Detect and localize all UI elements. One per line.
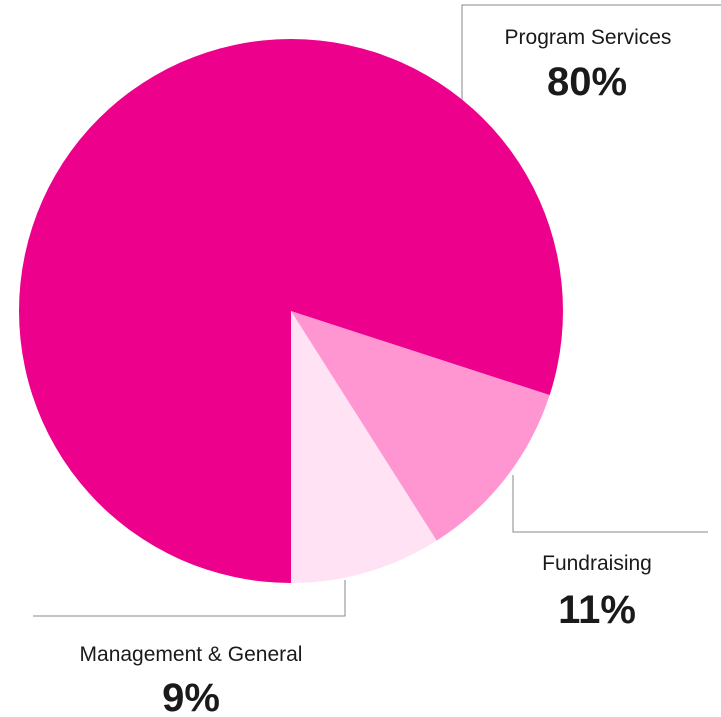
- slice-value-program-services: 80%: [547, 60, 627, 104]
- pie-slice-management-general: [291, 311, 437, 583]
- slice-label-program-services: Program Services: [505, 26, 672, 49]
- slice-label-management-general: Management & General: [80, 643, 303, 666]
- pie-slice-program-services: [19, 38, 564, 583]
- slice-value-management-general: 9%: [162, 676, 220, 717]
- pie-slice-fundraising: [291, 311, 550, 541]
- slice-value-fundraising: 11%: [558, 588, 636, 632]
- leader-line-management-general: [33, 580, 346, 617]
- slice-labels: Program Services 80% Fundraising 11% Man…: [80, 26, 672, 717]
- leader-line-fundraising: [512, 475, 708, 533]
- leader-line-program-services: [461, 4, 721, 100]
- slice-label-fundraising: Fundraising: [542, 552, 652, 575]
- pie-slices: [19, 38, 564, 583]
- leader-lines: [33, 4, 721, 617]
